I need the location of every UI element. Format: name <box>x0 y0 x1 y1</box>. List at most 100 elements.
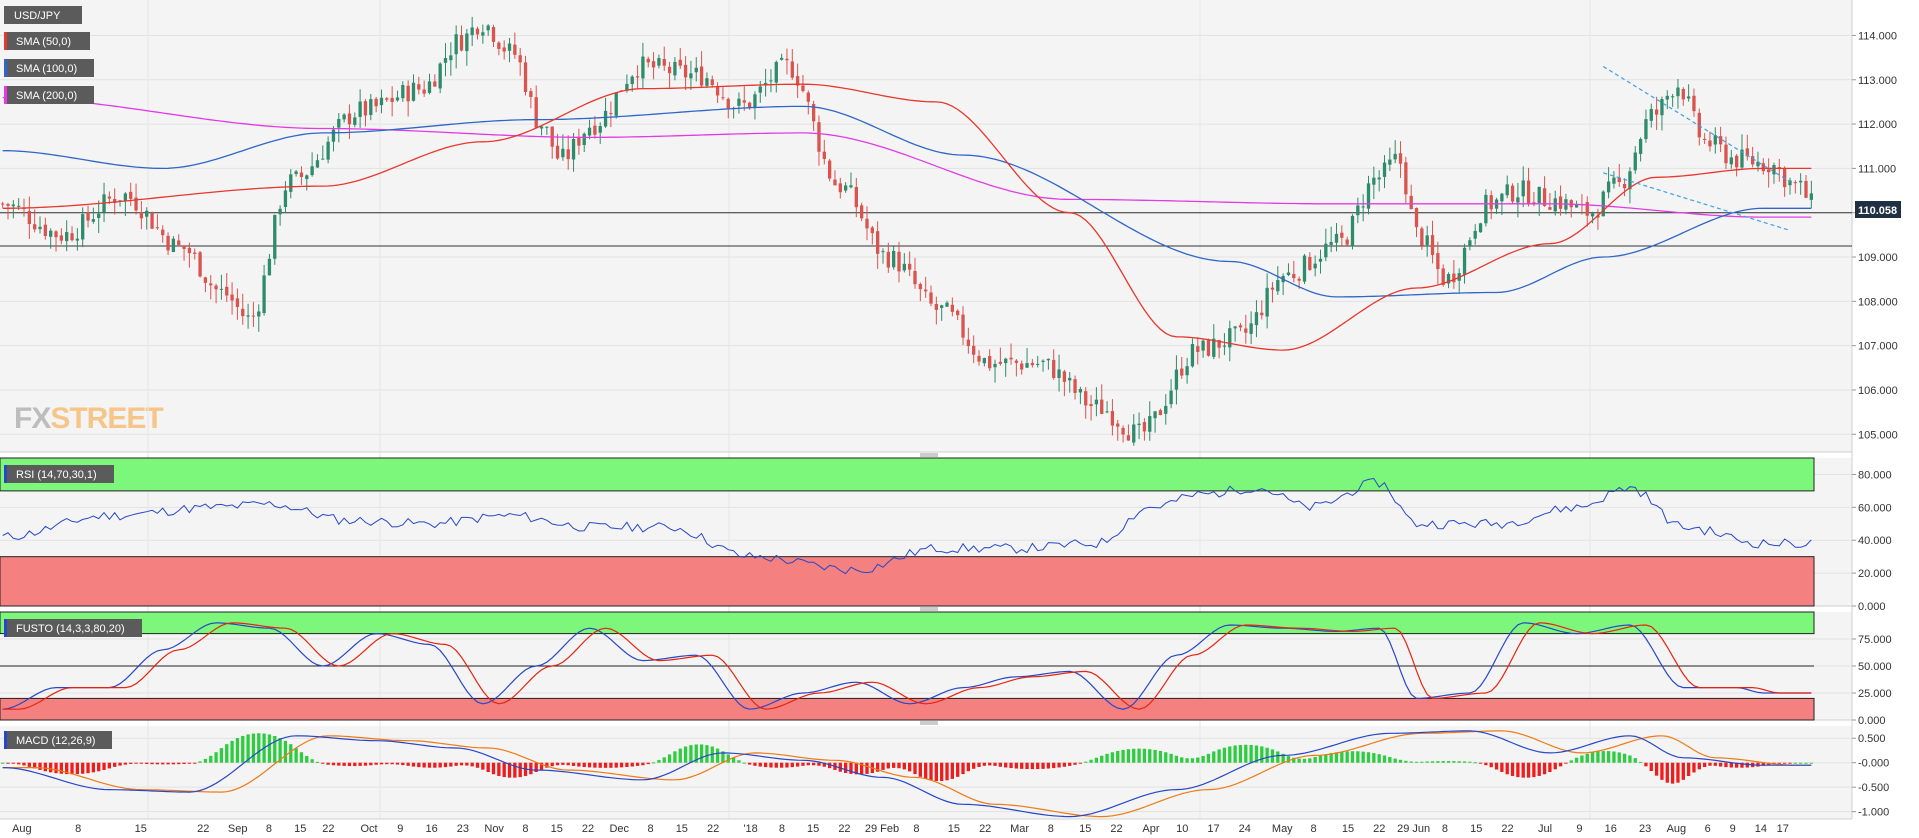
candle-body <box>1553 198 1557 212</box>
candle-body <box>1692 95 1696 112</box>
candle-body <box>139 211 144 219</box>
macd-histogram-bar <box>1276 751 1280 763</box>
sma200-tag[interactable]: SMA (200,0) <box>4 86 94 104</box>
macd-histogram-bar <box>876 762 880 772</box>
y-tick-label: 106.000 <box>1858 385 1898 397</box>
candle-body <box>1270 287 1275 290</box>
macd-histogram-bar <box>379 762 384 765</box>
x-tick-label: 15 <box>676 823 688 835</box>
macd-histogram-bar <box>678 748 682 763</box>
candle-body <box>449 55 453 61</box>
macd-histogram-bar <box>966 762 971 772</box>
macd-histogram-bar <box>726 754 730 763</box>
rsi-tag[interactable]: RSI (14,70,30,1) <box>4 465 114 483</box>
macd-histogram-bar <box>566 762 570 766</box>
candle-body <box>609 113 613 115</box>
macd-histogram-bar <box>1078 762 1083 764</box>
candle-body <box>918 284 922 290</box>
macd-histogram-bar <box>603 762 608 768</box>
candle-body <box>1361 206 1365 208</box>
macd-histogram-bar <box>299 752 304 763</box>
candle-body <box>1510 185 1515 202</box>
x-tick-label: 22 <box>838 823 850 835</box>
x-tick-label: 8 <box>647 823 653 835</box>
candle-body <box>758 86 762 93</box>
candle-body <box>1302 255 1307 282</box>
candle-body <box>571 138 576 160</box>
macd-histogram-bar <box>1702 762 1707 768</box>
macd-histogram-bar <box>417 762 421 768</box>
macd-histogram-bar <box>1286 756 1291 763</box>
macd-histogram-bar <box>1244 744 1248 763</box>
macd-histogram-bar <box>6 762 10 764</box>
candle-body <box>1670 96 1675 98</box>
sma50-tag[interactable]: SMA (50,0) <box>4 32 90 50</box>
candle-body <box>59 235 64 241</box>
candle-body <box>235 298 240 307</box>
candle-body <box>630 76 634 85</box>
macd-histogram-bar <box>33 762 37 769</box>
macd-histogram-bar <box>406 762 410 766</box>
fusto-k-line <box>2 622 1812 710</box>
macd-histogram-bar <box>838 762 842 772</box>
macd-histogram-bar <box>1340 751 1344 763</box>
macd-histogram-bar <box>1233 745 1237 763</box>
candle-body <box>1062 371 1067 382</box>
candle-body <box>742 100 746 103</box>
macd-histogram-bar <box>401 762 405 766</box>
x-tick-label: 15 <box>948 823 960 835</box>
macd-histogram-bar <box>1788 762 1792 764</box>
candle-body <box>892 250 896 268</box>
x-tick-label: 6 <box>1705 823 1711 835</box>
sma100-tag[interactable]: SMA (100,0) <box>4 59 94 77</box>
x-tick-label: '18 <box>743 823 757 835</box>
pane-resize-handles[interactable] <box>920 453 938 725</box>
macd-histogram-bar <box>667 754 672 763</box>
macd-histogram-bar <box>1212 751 1216 763</box>
candle-body <box>145 210 149 217</box>
x-tick-label: 9 <box>1576 823 1582 835</box>
fusto-tag[interactable]: FUSTO (14,3,3,80,20) <box>4 619 142 637</box>
candle-body <box>603 110 608 127</box>
macd-histogram-bar <box>1692 762 1696 773</box>
candle-body <box>924 289 928 292</box>
candle-body <box>1628 171 1632 190</box>
x-tick-label: 22 <box>197 823 209 835</box>
oversold-zone <box>0 697 1815 721</box>
macd-histogram-bar <box>1681 762 1685 780</box>
candle-body <box>902 263 906 271</box>
macd-histogram-bar <box>363 762 368 766</box>
macd-histogram-bar <box>795 762 800 767</box>
candle-body <box>1084 391 1088 406</box>
macd-histogram-bar <box>641 762 645 766</box>
x-tick-label: Mar <box>1010 823 1029 835</box>
macd-histogram-bar <box>230 740 234 763</box>
price-pane[interactable] <box>0 0 1852 452</box>
macd-histogram-bar <box>155 762 160 765</box>
macd-histogram-bar <box>326 762 330 765</box>
x-tick-label: 9 <box>1730 823 1736 835</box>
candle-body <box>929 292 933 304</box>
macd-histogram-bar <box>1569 760 1573 763</box>
y-tick-label: -0.500 <box>1858 782 1889 794</box>
x-tick-label: 24 <box>1239 823 1251 835</box>
macd-histogram-bar <box>139 762 144 764</box>
candle-body <box>1772 165 1776 175</box>
macd-histogram-bar <box>913 762 917 775</box>
candle-body <box>785 58 789 61</box>
macd-histogram-bar <box>1537 762 1541 776</box>
symbol-tag[interactable]: USD/JPY <box>4 6 82 24</box>
macd-histogram-bar <box>1734 762 1739 768</box>
candle-body <box>502 47 506 52</box>
last-price-tag: 110.058 <box>1855 201 1901 218</box>
macd-histogram-bar <box>1265 747 1269 763</box>
candle-body <box>1756 161 1760 167</box>
macd-histogram-bar <box>1644 762 1648 767</box>
macd-histogram-bar <box>950 762 955 779</box>
macd-histogram-bar <box>1014 762 1019 769</box>
macd-histogram-bar <box>1302 758 1307 763</box>
candle-body <box>497 42 501 49</box>
x-tick-label: 22 <box>1110 823 1122 835</box>
candle-body <box>1702 138 1707 140</box>
macd-tag[interactable]: MACD (12,26,9) <box>4 731 112 749</box>
